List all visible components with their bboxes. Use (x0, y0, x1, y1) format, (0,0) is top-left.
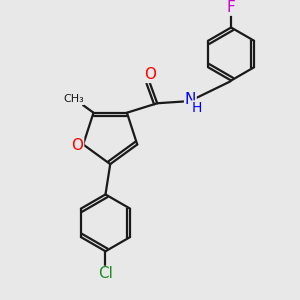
Text: O: O (144, 67, 156, 82)
Text: N: N (185, 92, 196, 107)
Text: CH₃: CH₃ (63, 94, 84, 104)
Text: Cl: Cl (98, 266, 113, 281)
Text: O: O (71, 138, 83, 153)
Text: F: F (227, 0, 236, 15)
Text: H: H (192, 101, 202, 115)
